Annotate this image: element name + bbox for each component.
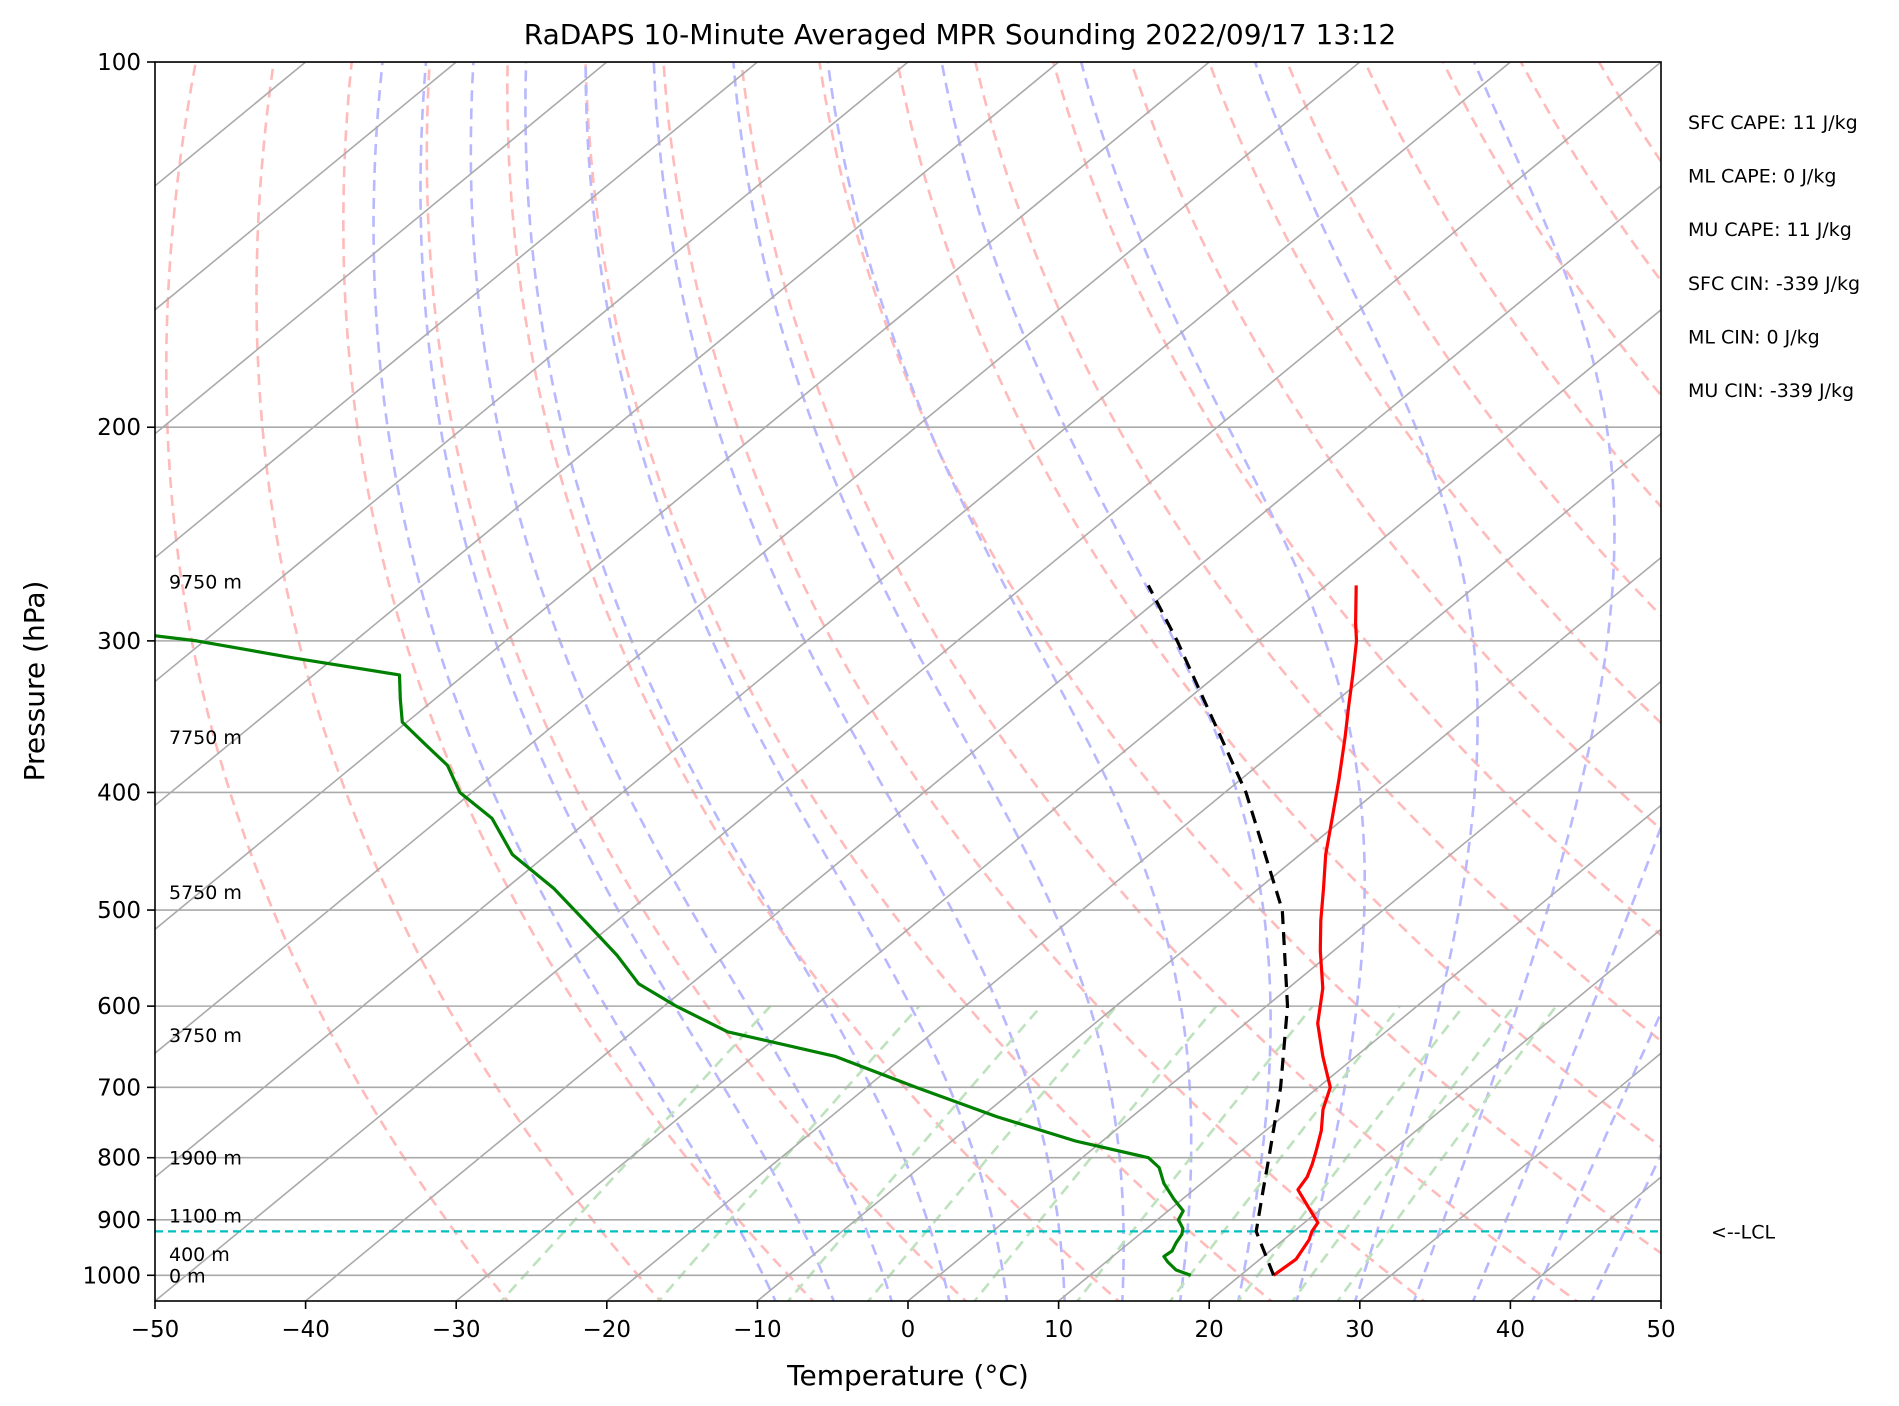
mixing-ratio-line <box>972 1005 1218 1301</box>
index-label: SFC CAPE: 11 J/kg <box>1688 112 1858 134</box>
isotherm <box>1058 804 1661 1301</box>
y-tick-label: 800 <box>97 1146 141 1172</box>
y-tick-label: 500 <box>97 898 141 924</box>
height-label: 7750 m <box>169 727 242 749</box>
x-tick-label: −20 <box>583 1317 632 1343</box>
x-tick-label: −40 <box>281 1317 330 1343</box>
isotherm <box>155 62 457 311</box>
x-tick-label: 0 <box>901 1317 916 1343</box>
dewpoint-trace <box>155 634 1192 1277</box>
isotherm <box>155 62 1511 1179</box>
mixing-ratio-line <box>786 1005 1043 1301</box>
height-label: 1900 m <box>169 1148 242 1170</box>
isotherm <box>606 432 1661 1301</box>
lcl-label: <--LCL <box>1711 1221 1775 1243</box>
moist-adiabat <box>419 62 836 1301</box>
mixing-ratio-line <box>1336 1005 1558 1301</box>
y-tick-label: 700 <box>97 1075 141 1101</box>
index-label: MU CAPE: 11 J/kg <box>1688 219 1852 241</box>
index-label: ML CAPE: 0 J/kg <box>1688 166 1836 188</box>
isotherm <box>1812 62 1899 1301</box>
parcel-profile-trace <box>1146 584 1290 1276</box>
moist-adiabat <box>1079 62 1366 1301</box>
dry-adiabat <box>1051 62 1661 937</box>
height-label: 9750 m <box>169 571 242 593</box>
stability-indices: SFC CAPE: 11 J/kg ML CAPE: 0 J/kg MU CAPE:… <box>1688 112 1860 402</box>
y-tick-label: 100 <box>97 50 141 76</box>
y-axis-label: Pressure (hPa) <box>18 581 51 782</box>
x-tick-label: 20 <box>1195 1317 1224 1343</box>
sounding-traces <box>155 584 1359 1277</box>
x-axis-ticks: −50 −40 −30 −20 −10 0 10 20 30 40 50 <box>131 1301 1676 1343</box>
isotherm <box>155 62 608 435</box>
height-label: 3750 m <box>169 1025 242 1047</box>
x-tick-label: 50 <box>1646 1317 1675 1343</box>
mixing-ratio-line <box>1168 1005 1401 1301</box>
moist-adiabat <box>732 62 1125 1301</box>
dry-adiabat <box>165 62 510 1301</box>
x-tick-label: −10 <box>733 1317 782 1343</box>
y-tick-label: 300 <box>97 629 141 655</box>
dry-adiabat <box>895 62 1661 1149</box>
isotherm <box>1208 928 1661 1301</box>
dry-adiabat <box>425 62 968 1301</box>
dry-adiabat <box>1129 62 1661 832</box>
isotherm <box>155 62 909 683</box>
isotherm <box>1359 1052 1661 1301</box>
isotherm <box>455 308 1661 1301</box>
height-label: 400 m <box>169 1244 230 1266</box>
mixing-ratio-line <box>866 1005 1118 1301</box>
y-tick-label: 1000 <box>82 1263 141 1289</box>
dry-adiabat <box>1285 62 1661 618</box>
temperature-trace <box>1272 585 1359 1277</box>
index-label: SFC CIN: -339 J/kg <box>1688 273 1860 295</box>
index-label: MU CIN: -339 J/kg <box>1688 380 1854 402</box>
y-tick-label: 600 <box>97 994 141 1020</box>
dry-adiabat <box>1891 35 1899 1306</box>
moist-adiabat <box>826 62 1193 1301</box>
moist-adiabat <box>584 62 1009 1301</box>
moist-adiabat <box>1412 62 1616 1301</box>
x-tick-label: −50 <box>131 1317 180 1343</box>
x-tick-label: 10 <box>1044 1317 1073 1343</box>
height-label: 0 m <box>169 1265 206 1287</box>
x-tick-label: 30 <box>1345 1317 1374 1343</box>
height-label: 1100 m <box>169 1206 242 1228</box>
dry-adiabat <box>818 62 1661 1255</box>
index-label: ML CIN: 0 J/kg <box>1688 326 1820 348</box>
y-tick-label: 900 <box>97 1208 141 1234</box>
x-tick-label: 40 <box>1496 1317 1525 1343</box>
x-tick-label: −30 <box>432 1317 481 1343</box>
dry-adiabat <box>341 62 815 1301</box>
y-tick-label: 400 <box>97 780 141 806</box>
mixing-ratio-line <box>1075 1005 1314 1301</box>
isotherm <box>1509 1176 1661 1301</box>
dry-adiabat <box>973 62 1661 1043</box>
isotherm <box>1660 1299 1661 1301</box>
isotherm <box>907 680 1661 1301</box>
isotherm <box>155 62 1210 931</box>
moist-adiabat <box>940 62 1272 1301</box>
isotherm <box>756 556 1661 1301</box>
isotherm <box>155 62 1661 1301</box>
chart-title: RaDAPS 10-Minute Averaged MPR Sounding 2… <box>524 18 1396 51</box>
isotherm <box>155 62 758 559</box>
dry-adiabat <box>662 62 1427 1301</box>
y-axis-ticks: 100 200 300 400 500 600 700 800 900 1000 <box>82 50 155 1289</box>
mixing-ratio-line <box>1236 1005 1465 1301</box>
isotherm <box>155 62 1361 1055</box>
height-label: 5750 m <box>169 882 242 904</box>
isotherm <box>155 62 1060 807</box>
isotherm <box>305 184 1661 1301</box>
mixing-ratio-line <box>1290 1005 1516 1301</box>
moist-adiabat <box>372 62 777 1301</box>
moist-adiabat <box>524 62 951 1301</box>
y-tick-label: 200 <box>97 415 141 441</box>
height-labels: 9750 m 7750 m 5750 m 3750 m 1900 m 1100 m 400 … <box>169 571 242 1287</box>
mixing-ratio-line <box>657 1005 921 1301</box>
x-axis-label: Temperature (°C) <box>786 1359 1029 1392</box>
reference-lines <box>155 35 1899 1306</box>
